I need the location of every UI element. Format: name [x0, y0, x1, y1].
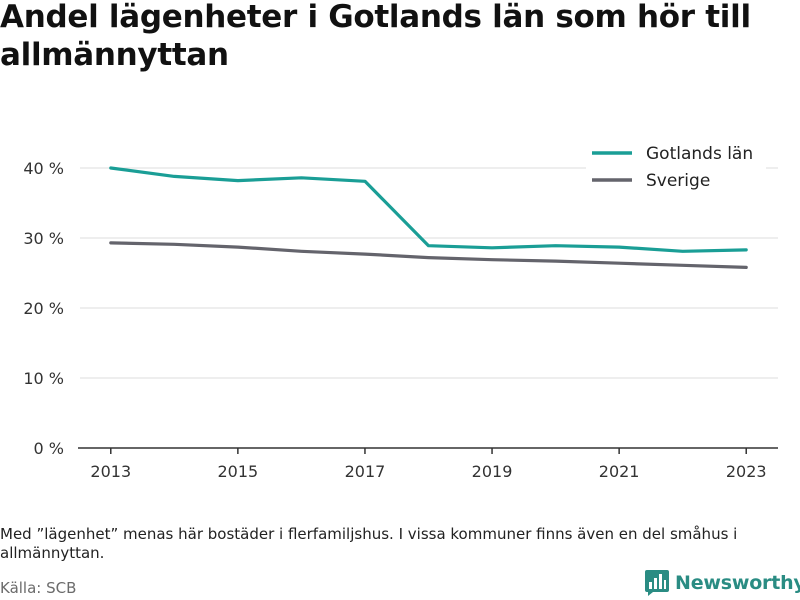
- newsworthy-logo-icon: [645, 570, 669, 596]
- series-lines: [109, 166, 748, 269]
- x-tick-label: 2013: [90, 462, 131, 481]
- y-tick-label: 0 %: [34, 439, 64, 458]
- y-tick-label: 40 %: [23, 159, 64, 178]
- x-tick-label: 2023: [726, 462, 767, 481]
- legend: Gotlands län Sverige: [586, 141, 766, 197]
- legend-label: Gotlands län: [646, 144, 753, 164]
- legend-label: Sverige: [646, 171, 710, 191]
- source-credit: Källa: SCB: [0, 579, 77, 597]
- y-tick-label: 30 %: [23, 229, 64, 248]
- newsworthy-logo[interactable]: Newsworthy: [645, 570, 800, 596]
- x-tick-label: 2015: [218, 462, 259, 481]
- x-tick-label: 2021: [599, 462, 640, 481]
- chart-note: Med ”lägenhet” menas här bostäder i fler…: [0, 525, 738, 562]
- axes: 0 % 10 % 20 % 30 % 40 % 2013 2015 2017 2019 2021 2…: [23, 159, 778, 481]
- x-tick-label: 2019: [472, 462, 513, 481]
- grid-lines: [80, 167, 778, 379]
- brand-name: Newsworthy: [675, 572, 800, 594]
- x-tick-label: 2017: [345, 462, 386, 481]
- legend-box: [586, 141, 766, 197]
- y-tick-label: 20 %: [23, 299, 64, 318]
- chart-title: Andel lägenheter i Gotlands län som hör …: [0, 0, 751, 73]
- y-tick-label: 10 %: [23, 369, 64, 388]
